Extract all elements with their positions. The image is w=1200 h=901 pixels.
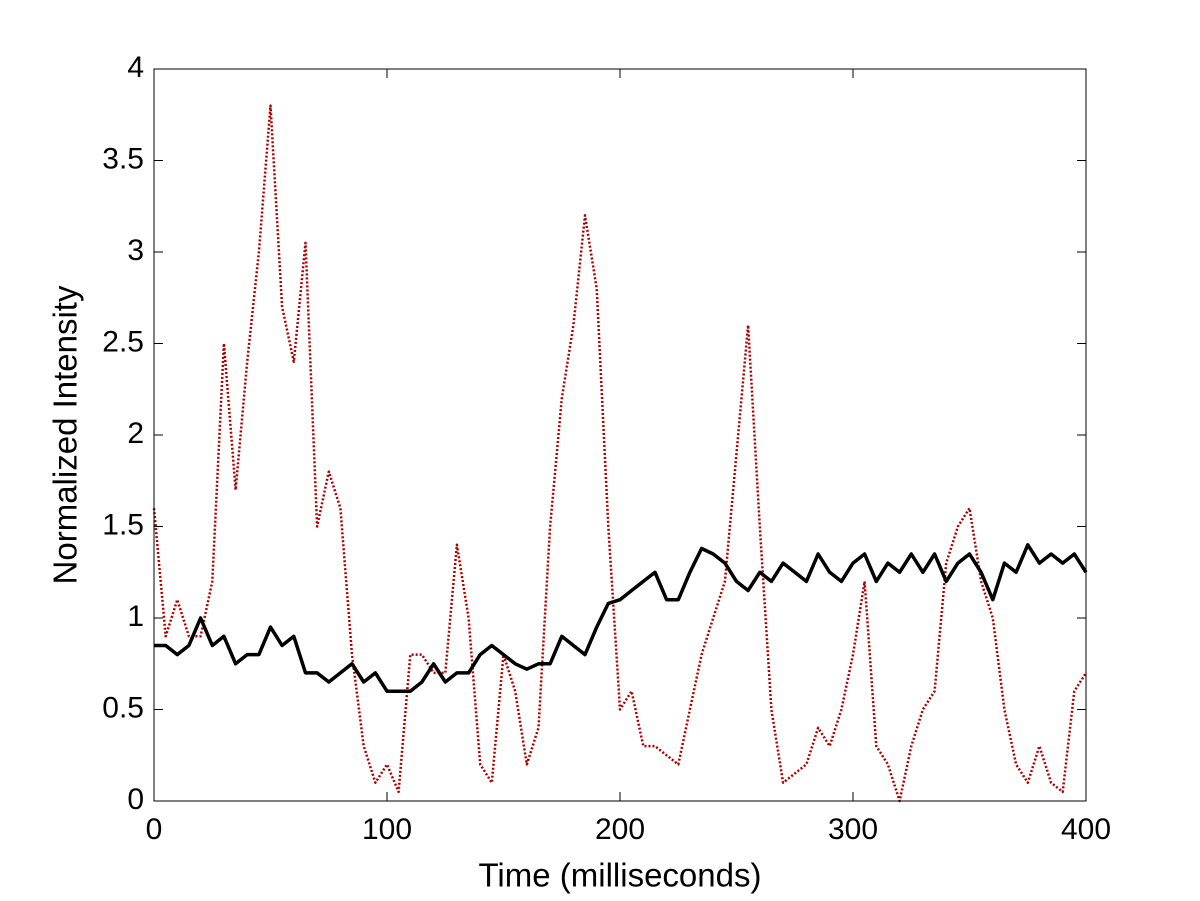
y-tick-label: 2.5 bbox=[102, 325, 144, 358]
x-tick-label: 100 bbox=[362, 813, 412, 846]
y-tick-label: 1.5 bbox=[102, 508, 144, 541]
x-tick-label: 300 bbox=[828, 813, 878, 846]
x-axis-label: Time (milliseconds) bbox=[479, 857, 762, 894]
y-tick-label: 3 bbox=[127, 234, 144, 267]
x-tick-label: 200 bbox=[595, 813, 645, 846]
y-axis-label: Normalized Intensity bbox=[47, 285, 84, 584]
y-tick-label: 2 bbox=[127, 417, 144, 450]
x-tick-label: 0 bbox=[146, 813, 163, 846]
y-tick-label: 4 bbox=[127, 51, 144, 84]
x-tick-label: 400 bbox=[1061, 813, 1111, 846]
data-line bbox=[152, 104, 1088, 803]
y-tick-label: 3.5 bbox=[102, 142, 144, 175]
data-line bbox=[154, 543, 1088, 693]
y-tick-label: 0 bbox=[127, 783, 144, 816]
y-tick-label: 0.5 bbox=[102, 691, 144, 724]
y-tick-label: 1 bbox=[127, 600, 144, 633]
